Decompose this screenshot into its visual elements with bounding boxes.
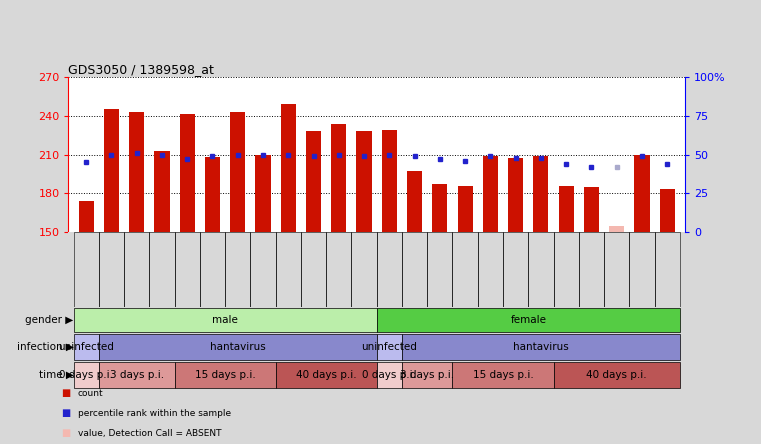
Text: infection ▶: infection ▶ bbox=[17, 342, 74, 352]
Bar bbox=[306, 131, 321, 232]
Text: 40 days p.i.: 40 days p.i. bbox=[587, 370, 647, 380]
Bar bbox=[275, 361, 377, 388]
Bar bbox=[180, 115, 195, 232]
Bar bbox=[174, 361, 275, 388]
Bar bbox=[609, 226, 624, 232]
Text: hantavirus: hantavirus bbox=[513, 342, 568, 352]
Bar bbox=[103, 109, 119, 232]
Bar bbox=[250, 232, 275, 307]
Bar bbox=[275, 232, 301, 307]
Bar bbox=[124, 232, 149, 307]
Bar bbox=[256, 155, 271, 232]
Bar bbox=[129, 112, 145, 232]
Text: female: female bbox=[511, 315, 546, 325]
Text: male: male bbox=[212, 315, 238, 325]
Bar bbox=[660, 190, 675, 232]
Bar bbox=[174, 232, 200, 307]
Text: percentile rank within the sample: percentile rank within the sample bbox=[78, 409, 231, 418]
Text: 15 days p.i.: 15 days p.i. bbox=[195, 370, 256, 380]
Bar bbox=[508, 159, 524, 232]
Text: 15 days p.i.: 15 days p.i. bbox=[473, 370, 533, 380]
Bar bbox=[482, 156, 498, 232]
Bar bbox=[533, 156, 549, 232]
Bar bbox=[149, 232, 174, 307]
Bar bbox=[402, 361, 453, 388]
Bar bbox=[402, 232, 427, 307]
Text: gender ▶: gender ▶ bbox=[25, 315, 74, 325]
Bar bbox=[301, 232, 326, 307]
Bar bbox=[99, 361, 174, 388]
Bar bbox=[402, 333, 680, 361]
Bar bbox=[154, 151, 170, 232]
Bar bbox=[377, 308, 680, 333]
Text: ■: ■ bbox=[61, 428, 70, 438]
Bar bbox=[74, 333, 99, 361]
Bar bbox=[377, 232, 402, 307]
Bar bbox=[230, 112, 245, 232]
Bar bbox=[352, 232, 377, 307]
Bar bbox=[453, 361, 553, 388]
Bar bbox=[382, 130, 397, 232]
Text: 3 days p.i.: 3 days p.i. bbox=[400, 370, 454, 380]
Bar bbox=[635, 155, 650, 232]
Text: GDS3050 / 1389598_at: GDS3050 / 1389598_at bbox=[68, 63, 215, 76]
Bar bbox=[553, 361, 680, 388]
Bar bbox=[629, 232, 654, 307]
Text: ■: ■ bbox=[61, 388, 70, 398]
Bar bbox=[326, 232, 352, 307]
Bar bbox=[99, 333, 377, 361]
Text: 3 days p.i.: 3 days p.i. bbox=[110, 370, 164, 380]
Bar bbox=[78, 201, 94, 232]
Bar bbox=[74, 361, 99, 388]
Bar bbox=[654, 232, 680, 307]
Bar bbox=[584, 187, 599, 232]
Bar bbox=[205, 157, 220, 232]
Text: 0 days p.i.: 0 days p.i. bbox=[59, 370, 113, 380]
Bar bbox=[559, 186, 574, 232]
Bar bbox=[503, 232, 528, 307]
Text: 40 days p.i.: 40 days p.i. bbox=[296, 370, 356, 380]
Text: value, Detection Call = ABSENT: value, Detection Call = ABSENT bbox=[78, 429, 221, 438]
Bar bbox=[331, 123, 346, 232]
Bar bbox=[528, 232, 553, 307]
Text: 0 days p.i.: 0 days p.i. bbox=[362, 370, 416, 380]
Bar bbox=[74, 308, 377, 333]
Bar bbox=[407, 171, 422, 232]
Text: hantavirus: hantavirus bbox=[210, 342, 266, 352]
Bar bbox=[553, 232, 579, 307]
Bar bbox=[453, 232, 478, 307]
Bar bbox=[281, 104, 296, 232]
Text: count: count bbox=[78, 389, 103, 398]
Bar bbox=[432, 184, 447, 232]
Bar bbox=[579, 232, 604, 307]
Text: time ▶: time ▶ bbox=[39, 370, 74, 380]
Bar bbox=[74, 232, 99, 307]
Text: ■: ■ bbox=[61, 408, 70, 418]
Bar bbox=[377, 333, 402, 361]
Bar bbox=[604, 232, 629, 307]
Bar bbox=[225, 232, 250, 307]
Bar bbox=[200, 232, 225, 307]
Bar bbox=[427, 232, 453, 307]
Bar bbox=[356, 131, 371, 232]
Bar bbox=[457, 186, 473, 232]
Bar bbox=[377, 361, 402, 388]
Bar bbox=[478, 232, 503, 307]
Text: uninfected: uninfected bbox=[361, 342, 417, 352]
Text: uninfected: uninfected bbox=[59, 342, 114, 352]
Bar bbox=[99, 232, 124, 307]
